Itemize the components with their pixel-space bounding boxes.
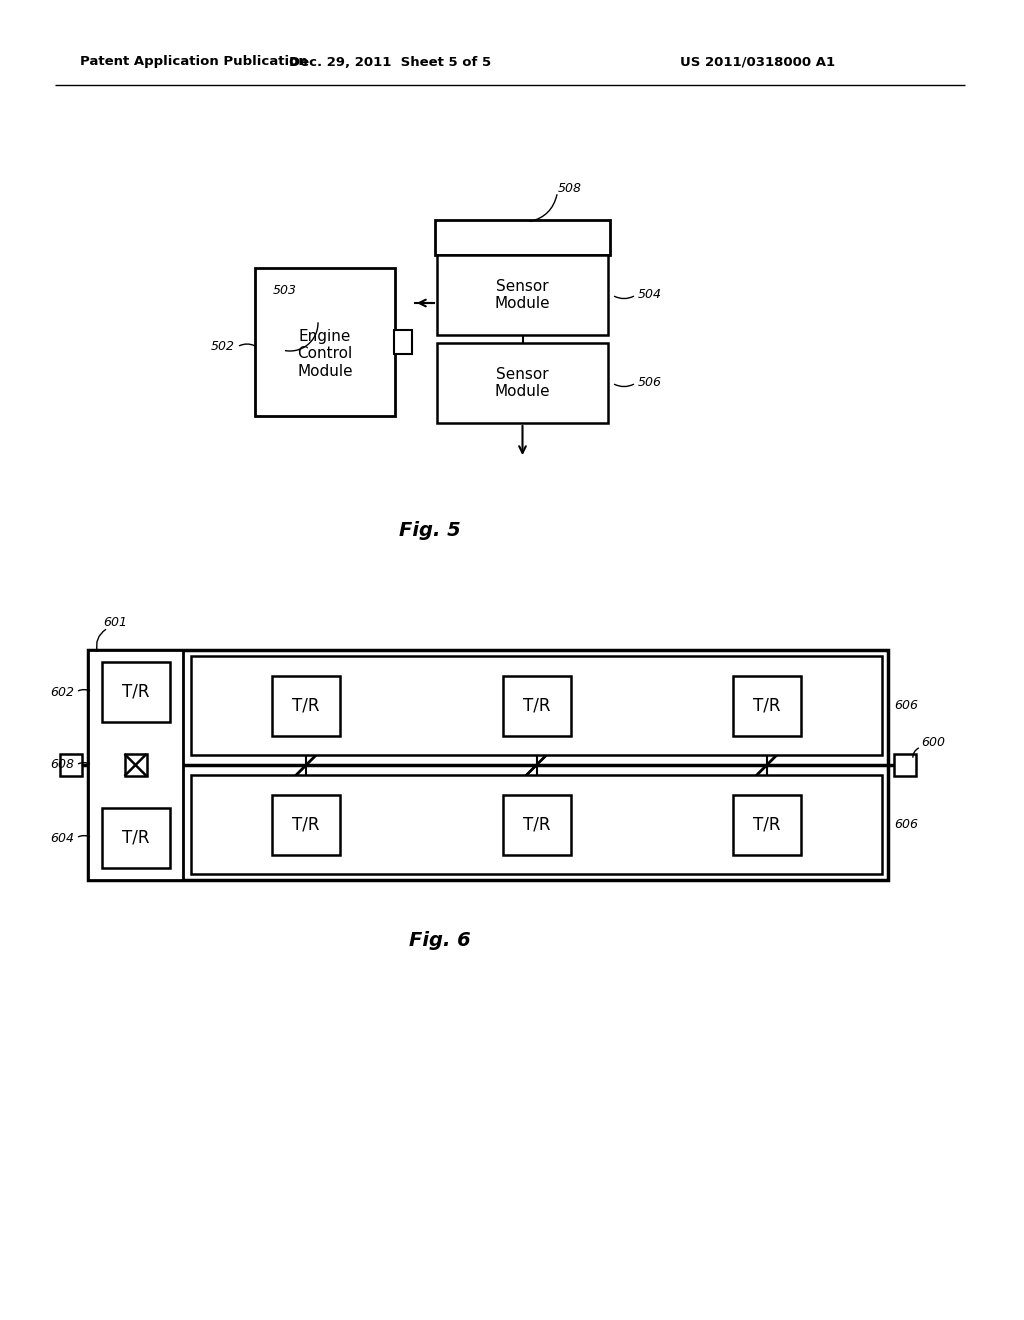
Text: T/R: T/R: [293, 816, 319, 833]
Bar: [272, 676, 340, 735]
Bar: [191, 775, 882, 874]
Bar: [101, 808, 170, 869]
Bar: [894, 754, 916, 776]
Bar: [191, 656, 882, 755]
Bar: [272, 795, 340, 854]
Text: T/R: T/R: [122, 829, 150, 847]
Bar: [733, 676, 801, 735]
Text: 508: 508: [557, 181, 582, 194]
Text: Sensor
Module: Sensor Module: [495, 367, 550, 399]
Bar: [255, 268, 395, 416]
Text: T/R: T/R: [293, 697, 319, 714]
Text: 606: 606: [894, 700, 918, 711]
Text: 502: 502: [211, 341, 234, 354]
Bar: [394, 330, 412, 354]
Bar: [60, 754, 82, 776]
Text: T/R: T/R: [522, 816, 550, 833]
Text: Sensor
Module: Sensor Module: [495, 279, 550, 312]
Bar: [503, 795, 570, 854]
Text: Fig. 6: Fig. 6: [410, 931, 471, 949]
Text: Engine
Control
Module: Engine Control Module: [297, 329, 353, 379]
Text: 504: 504: [638, 289, 662, 301]
Bar: [503, 676, 570, 735]
Text: Fig. 5: Fig. 5: [399, 520, 461, 540]
Bar: [437, 255, 608, 335]
Text: Patent Application Publication: Patent Application Publication: [80, 55, 308, 69]
Text: T/R: T/R: [122, 682, 150, 701]
Text: 608: 608: [50, 759, 74, 771]
Bar: [88, 649, 183, 880]
Text: T/R: T/R: [753, 816, 780, 833]
Text: Dec. 29, 2011  Sheet 5 of 5: Dec. 29, 2011 Sheet 5 of 5: [289, 55, 492, 69]
Text: 503: 503: [273, 284, 297, 297]
Text: 601: 601: [103, 615, 127, 628]
Text: T/R: T/R: [753, 697, 780, 714]
Bar: [733, 795, 801, 854]
Text: 600: 600: [921, 737, 945, 750]
Text: 506: 506: [638, 376, 662, 389]
Text: T/R: T/R: [522, 697, 550, 714]
Bar: [437, 343, 608, 422]
Bar: [101, 663, 170, 722]
Text: 602: 602: [50, 685, 74, 698]
Bar: [88, 649, 888, 880]
Text: 604: 604: [50, 832, 74, 845]
Bar: [435, 220, 610, 255]
Text: US 2011/0318000 A1: US 2011/0318000 A1: [680, 55, 836, 69]
Bar: [125, 754, 146, 776]
Text: 606: 606: [894, 818, 918, 832]
